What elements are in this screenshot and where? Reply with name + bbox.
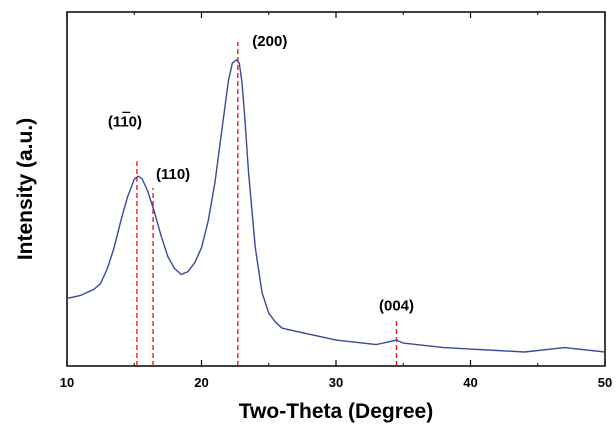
peak-label: (110) [108,113,142,130]
reference-lines [136,42,398,366]
x-tick-label: 40 [463,375,477,390]
plot-area [66,11,606,367]
x-axis-title: Two-Theta (Degree) [239,400,433,423]
peak-label: (004) [379,297,414,314]
y-axis-title: Intensity (a.u.) [14,118,37,260]
peak-label: (200) [252,33,287,50]
x-axis-ticks: 10 20 30 40 50 [60,12,612,390]
x-tick-label: 50 [598,375,612,390]
plot-frame [66,11,606,367]
series-group [66,59,606,353]
xrd-pattern-line [66,59,606,353]
x-tick-label: 20 [194,375,208,390]
peak-annotations: (110) (110) (200) (004) [108,33,414,314]
x-tick-label: 30 [329,375,343,390]
x-tick-label: 10 [60,375,74,390]
peak-label: (110) [156,166,190,183]
